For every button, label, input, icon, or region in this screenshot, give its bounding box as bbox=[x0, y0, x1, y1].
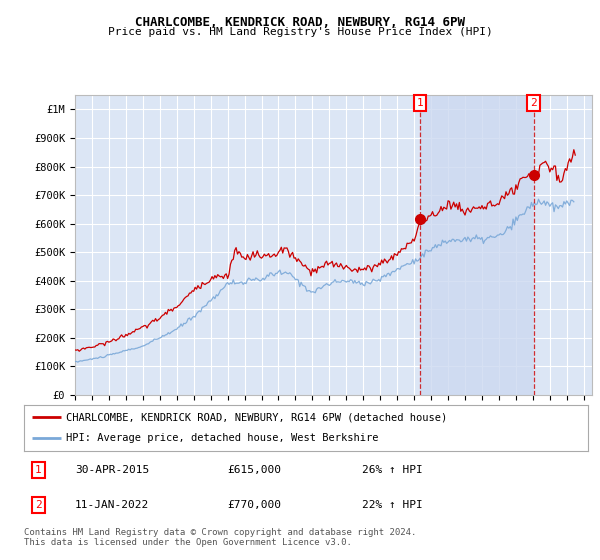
Text: 11-JAN-2022: 11-JAN-2022 bbox=[75, 500, 149, 510]
Text: CHARLCOMBE, KENDRICK ROAD, NEWBURY, RG14 6PW (detached house): CHARLCOMBE, KENDRICK ROAD, NEWBURY, RG14… bbox=[66, 412, 448, 422]
Text: Price paid vs. HM Land Registry's House Price Index (HPI): Price paid vs. HM Land Registry's House … bbox=[107, 27, 493, 37]
Text: £770,000: £770,000 bbox=[227, 500, 281, 510]
Text: 22% ↑ HPI: 22% ↑ HPI bbox=[362, 500, 423, 510]
Text: 26% ↑ HPI: 26% ↑ HPI bbox=[362, 465, 423, 475]
Text: CHARLCOMBE, KENDRICK ROAD, NEWBURY, RG14 6PW: CHARLCOMBE, KENDRICK ROAD, NEWBURY, RG14… bbox=[135, 16, 465, 29]
Text: Contains HM Land Registry data © Crown copyright and database right 2024.
This d: Contains HM Land Registry data © Crown c… bbox=[24, 528, 416, 548]
Text: £615,000: £615,000 bbox=[227, 465, 281, 475]
Text: 2: 2 bbox=[35, 500, 41, 510]
Text: 1: 1 bbox=[35, 465, 41, 475]
Text: 2: 2 bbox=[530, 98, 537, 108]
Text: 30-APR-2015: 30-APR-2015 bbox=[75, 465, 149, 475]
Bar bbox=[420, 95, 533, 395]
Text: 1: 1 bbox=[416, 98, 423, 108]
Text: HPI: Average price, detached house, West Berkshire: HPI: Average price, detached house, West… bbox=[66, 433, 379, 444]
